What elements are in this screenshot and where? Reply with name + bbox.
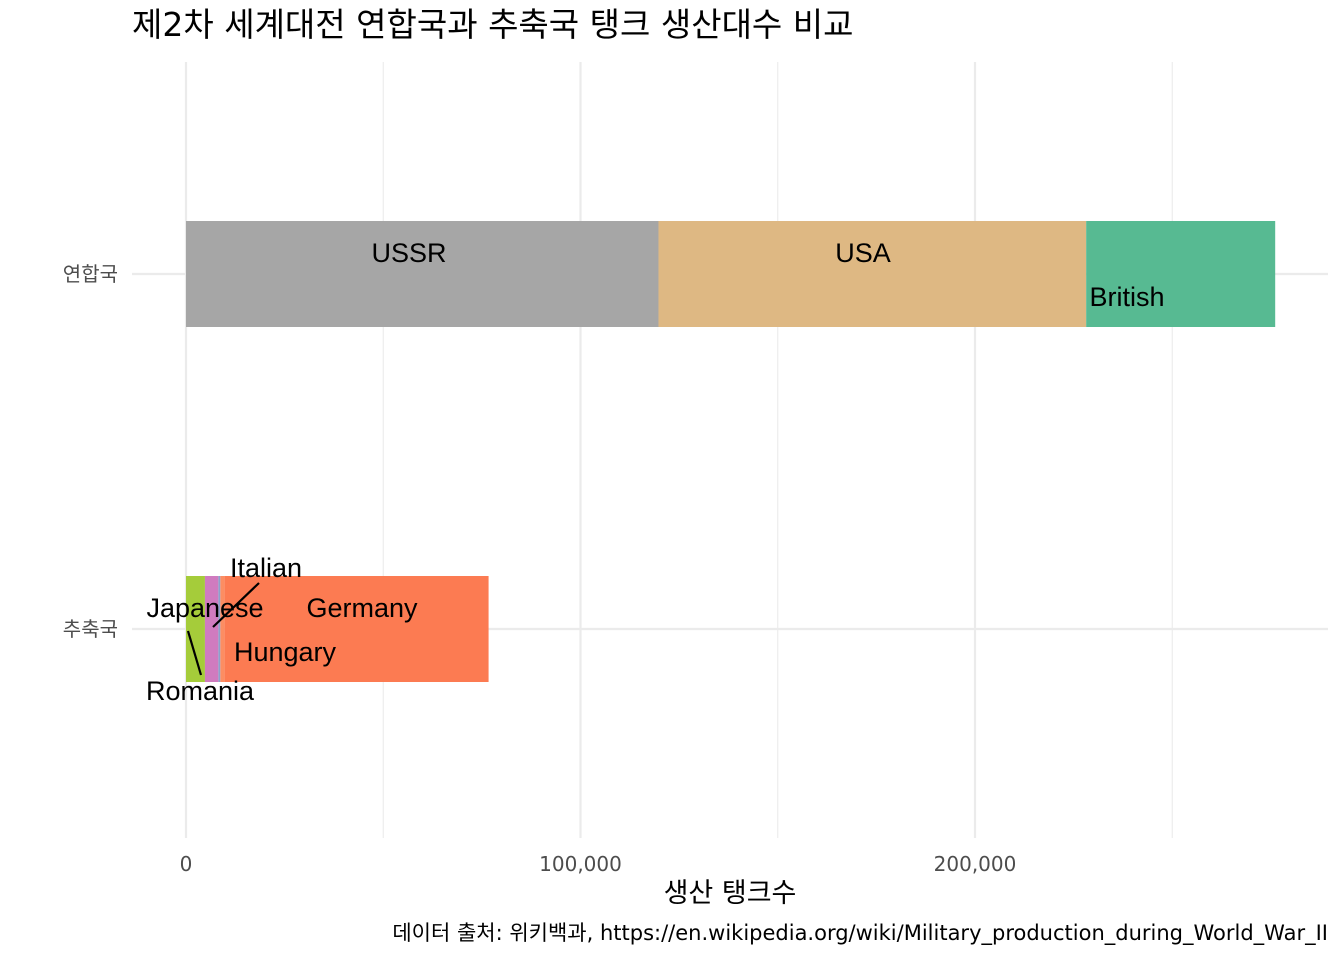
x-axis: 0 100,000 200,000 bbox=[180, 852, 1017, 876]
bar-label-italian: Italian bbox=[230, 553, 302, 583]
x-tick-label: 0 bbox=[180, 852, 193, 876]
bar-label-usa: USA bbox=[835, 238, 891, 268]
bar-label-germany: Germany bbox=[306, 593, 418, 623]
leader-line-romania bbox=[186, 630, 203, 676]
y-tick-label: 연합국 bbox=[63, 262, 118, 286]
caption: 데이터 출처: 위키백과, https://en.wikipedia.org/w… bbox=[392, 921, 1328, 946]
bar-british bbox=[1086, 221, 1276, 327]
bar-label-japanese: Japanese bbox=[146, 593, 263, 623]
chart-title: 제2차 세계대전 연합국과 추축국 탱크 생산대수 비교 bbox=[132, 5, 854, 44]
leader-lines bbox=[186, 582, 260, 676]
x-axis-title: 생산 탱크수 bbox=[664, 878, 797, 909]
bars bbox=[186, 221, 1276, 682]
bar-romania bbox=[186, 576, 205, 682]
bar-labels: USSR USA British Romania Japanese Italian Hung… bbox=[146, 238, 1165, 706]
bar-germany bbox=[224, 576, 489, 682]
bar-japanese bbox=[204, 576, 219, 682]
bar-label-british: British bbox=[1089, 282, 1164, 312]
bar-label-hungary: Hungary bbox=[234, 637, 337, 667]
x-tick-label: 200,000 bbox=[934, 852, 1017, 876]
bar-usa bbox=[658, 221, 1087, 327]
y-tick-label: 추축국 bbox=[63, 617, 118, 641]
bar-ussr bbox=[186, 221, 659, 327]
leader-line-italian bbox=[212, 582, 260, 628]
x-tick-label: 100,000 bbox=[539, 852, 622, 876]
bar-hungary bbox=[220, 576, 225, 682]
bar-label-romania: Romania bbox=[146, 676, 255, 706]
bar-italian bbox=[218, 576, 221, 682]
gridlines bbox=[132, 62, 1328, 838]
bar-label-ussr: USSR bbox=[371, 238, 446, 268]
